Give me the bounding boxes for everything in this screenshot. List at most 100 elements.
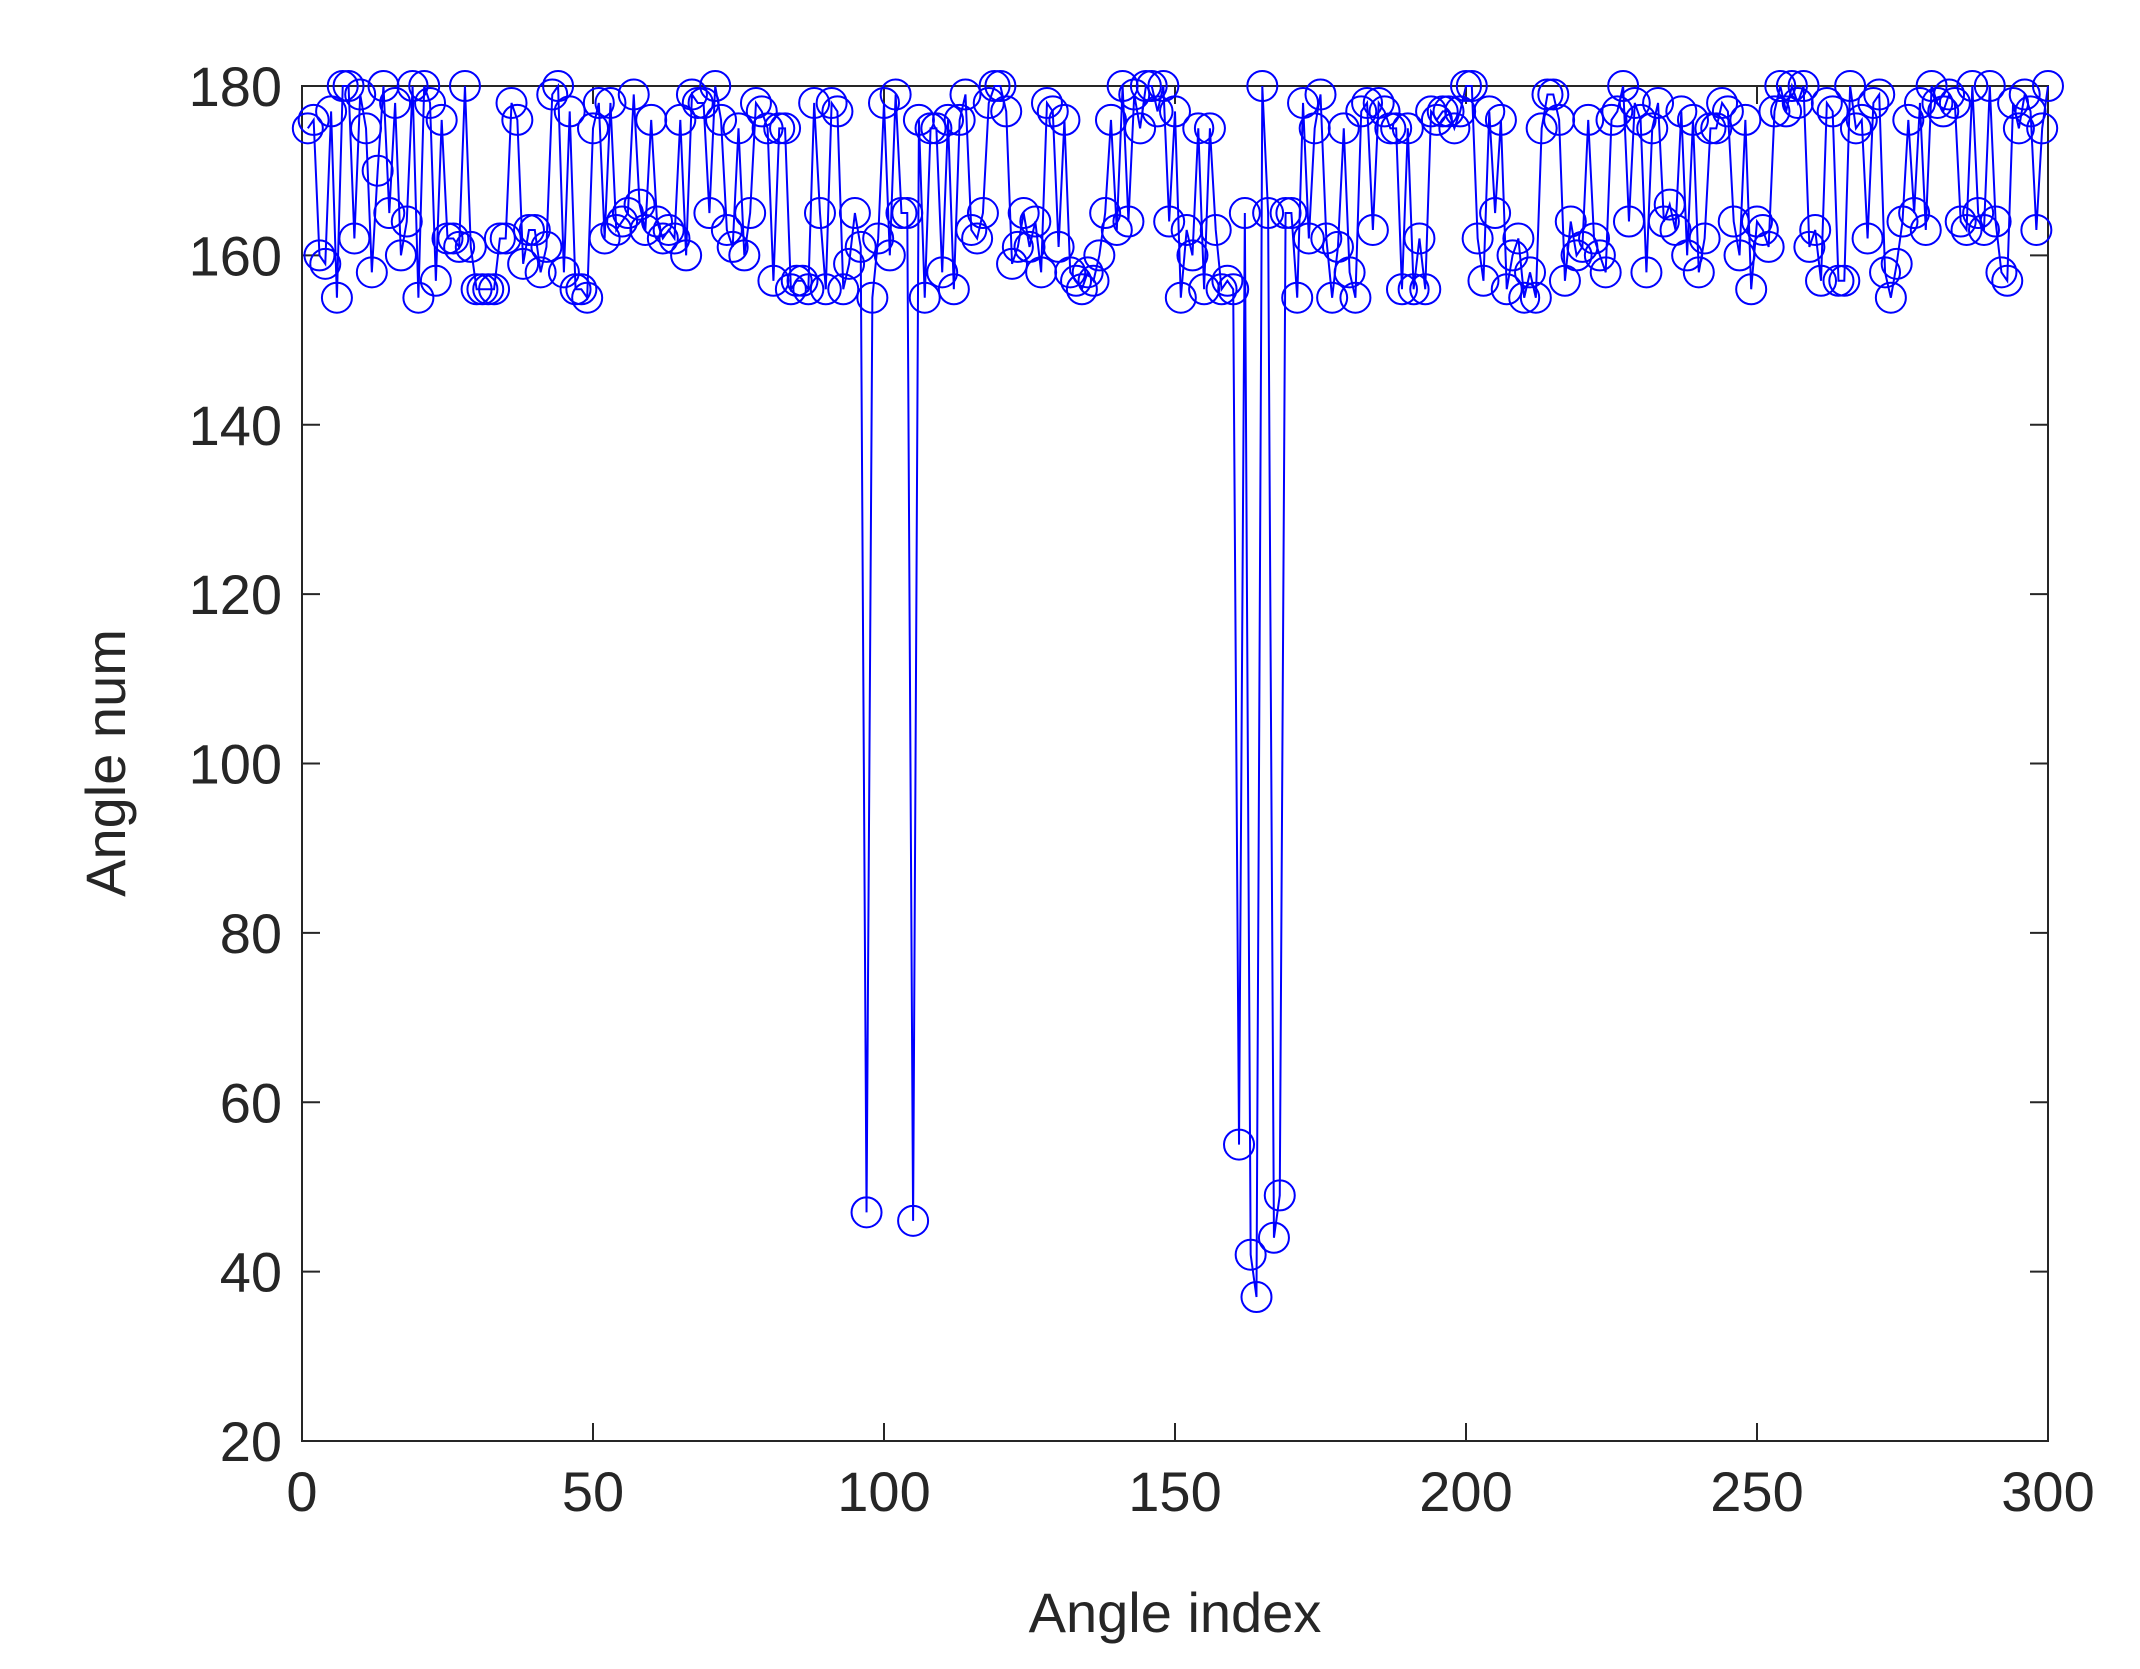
data-marker: [1234, 1238, 1267, 1271]
y-tick-label: 140: [189, 394, 282, 457]
data-marker: [297, 103, 330, 136]
data-marker: [1682, 256, 1715, 289]
data-marker: [1944, 205, 1977, 238]
data-marker: [1589, 256, 1622, 289]
data-marker: [454, 230, 487, 263]
data-marker: [1886, 205, 1919, 238]
data-marker: [2002, 112, 2035, 145]
data-marker: [1950, 213, 1983, 246]
data-marker: [652, 213, 685, 246]
data-marker: [571, 281, 604, 314]
data-marker: [891, 197, 924, 230]
data-marker: [803, 197, 836, 230]
y-tick-label: 180: [189, 55, 282, 118]
data-marker: [373, 197, 406, 230]
data-marker: [1450, 70, 1482, 102]
data-marker: [1065, 273, 1098, 306]
data-marker: [396, 70, 429, 102]
data-marker: [1153, 205, 1186, 238]
y-tick-label: 160: [189, 224, 282, 287]
data-marker: [582, 86, 615, 119]
data-marker: [2020, 213, 2053, 246]
data-marker: [1665, 95, 1698, 128]
data-marker: [448, 70, 481, 102]
data-marker: [309, 247, 342, 280]
data-marker: [1019, 205, 1052, 238]
data-marker: [1385, 273, 1418, 306]
data-marker: [408, 70, 441, 102]
data-marker: [926, 256, 959, 289]
data-marker: [466, 273, 499, 306]
data-marker: [1938, 86, 1971, 119]
data-marker: [1246, 70, 1279, 102]
data-marker: [1100, 213, 1133, 246]
data-marker: [658, 222, 691, 255]
data-marker: [1508, 281, 1541, 314]
data-marker: [384, 239, 417, 272]
data-line: [306, 82, 2049, 1298]
data-marker: [623, 188, 656, 221]
data-marker: [1461, 222, 1494, 255]
data-marker: [833, 247, 866, 280]
data-marker: [1420, 103, 1453, 136]
data-marker: [355, 256, 388, 289]
data-marker: [402, 281, 435, 314]
data-marker: [1991, 264, 2024, 297]
data-marker: [1275, 197, 1308, 230]
data-marker: [1927, 95, 1960, 128]
data-marker: [553, 95, 586, 128]
data-marker: [1880, 247, 1913, 280]
data-marker: [1770, 95, 1803, 128]
data-marker: [437, 222, 470, 255]
data-marker: [745, 95, 778, 128]
data-marker: [1223, 1128, 1256, 1161]
data-marker: [1118, 78, 1151, 111]
data-marker: [914, 112, 947, 145]
data-marker: [1310, 222, 1343, 255]
data-marker: [507, 247, 540, 280]
data-marker: [1816, 95, 1849, 128]
data-marker: [1758, 95, 1791, 128]
data-marker: [1345, 95, 1378, 128]
data-marker: [868, 86, 900, 119]
data-marker: [1112, 205, 1145, 238]
data-marker: [1240, 1281, 1273, 1314]
data-marker: [885, 197, 918, 230]
data-marker: [844, 230, 877, 263]
data-marker: [1054, 256, 1087, 289]
data-marker: [780, 264, 813, 297]
data-marker: [443, 230, 476, 263]
data-marker: [1717, 205, 1750, 238]
data-marker: [530, 230, 563, 263]
data-marker: [611, 197, 644, 230]
data-marker: [1077, 264, 1110, 297]
data-marker: [1537, 78, 1570, 111]
data-marker: [1647, 205, 1680, 238]
data-marker: [1036, 95, 1069, 128]
data-marker: [908, 281, 941, 314]
data-marker: [1874, 281, 1907, 314]
data-marker: [1263, 1179, 1296, 1212]
plot-box: [301, 85, 2049, 1442]
data-marker: [1997, 86, 2030, 119]
data-marker: [996, 247, 1029, 280]
data-marker: [361, 154, 394, 187]
data-marker: [1706, 86, 1739, 119]
y-tick-label: 120: [189, 563, 282, 626]
data-marker: [670, 239, 703, 272]
data-marker: [716, 230, 749, 263]
data-marker: [1525, 112, 1558, 145]
data-marker: [710, 213, 743, 246]
data-marker: [559, 273, 592, 306]
data-marker: [1351, 86, 1384, 119]
data-marker: [1217, 273, 1250, 306]
data-marker: [1473, 95, 1506, 128]
data-marker: [809, 273, 842, 306]
data-marker: [320, 281, 353, 314]
data-marker: [1211, 264, 1244, 297]
data-marker: [1164, 281, 1197, 314]
y-tick-label: 40: [220, 1241, 282, 1304]
data-marker: [350, 112, 383, 145]
data-marker: [1746, 213, 1779, 246]
